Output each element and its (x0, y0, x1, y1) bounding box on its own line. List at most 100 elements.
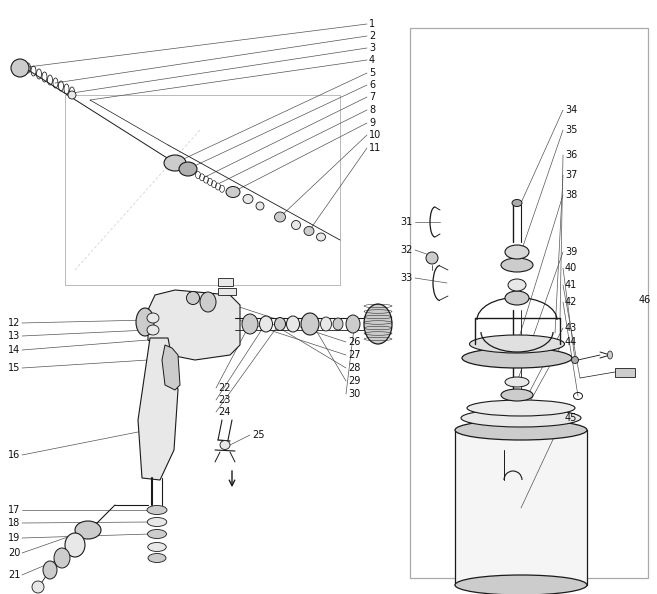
Text: 39: 39 (565, 247, 578, 257)
Ellipse shape (608, 351, 612, 359)
Ellipse shape (43, 561, 57, 579)
Ellipse shape (164, 155, 186, 171)
Text: 17: 17 (8, 505, 20, 515)
Ellipse shape (505, 291, 529, 305)
Text: 1: 1 (369, 19, 375, 29)
Text: 19: 19 (8, 533, 20, 543)
Text: 24: 24 (218, 407, 231, 417)
Text: 14: 14 (8, 345, 20, 355)
Text: 42: 42 (565, 297, 578, 307)
Bar (455, 430, 587, 585)
Text: 31: 31 (401, 217, 413, 227)
Text: 25: 25 (252, 430, 265, 440)
Ellipse shape (304, 226, 314, 235)
Ellipse shape (226, 187, 240, 197)
Ellipse shape (317, 233, 325, 241)
Text: 35: 35 (565, 125, 578, 135)
Ellipse shape (200, 292, 216, 312)
Text: 27: 27 (348, 350, 361, 360)
Ellipse shape (260, 316, 273, 332)
Text: 46: 46 (639, 295, 651, 305)
Text: 3: 3 (369, 43, 375, 53)
Ellipse shape (148, 529, 166, 539)
Ellipse shape (68, 91, 76, 99)
Ellipse shape (243, 194, 253, 204)
Ellipse shape (147, 325, 159, 335)
Text: 44: 44 (565, 337, 578, 347)
Ellipse shape (462, 348, 572, 368)
Ellipse shape (147, 313, 159, 323)
Text: 2: 2 (369, 31, 375, 41)
Text: 4: 4 (369, 55, 375, 65)
Text: 6: 6 (369, 80, 375, 90)
Text: 15: 15 (8, 363, 20, 373)
Ellipse shape (242, 314, 258, 334)
Text: 22: 22 (218, 383, 231, 393)
Ellipse shape (187, 292, 200, 305)
Ellipse shape (505, 377, 529, 387)
Bar (218, 288, 236, 295)
Ellipse shape (455, 575, 587, 594)
Bar (218, 278, 233, 286)
Text: 18: 18 (8, 518, 20, 528)
Ellipse shape (75, 521, 101, 539)
Ellipse shape (455, 420, 587, 440)
Text: 21: 21 (8, 570, 20, 580)
Ellipse shape (333, 318, 343, 330)
Ellipse shape (346, 315, 360, 333)
Text: 5: 5 (369, 68, 375, 78)
Ellipse shape (136, 308, 154, 336)
Text: 23: 23 (218, 395, 231, 405)
Ellipse shape (65, 533, 85, 557)
Ellipse shape (292, 220, 300, 229)
Text: 40: 40 (565, 263, 578, 273)
Text: 10: 10 (369, 130, 381, 140)
Ellipse shape (364, 304, 392, 344)
Polygon shape (138, 338, 178, 480)
Ellipse shape (220, 441, 230, 450)
Ellipse shape (501, 258, 533, 272)
Text: 32: 32 (401, 245, 413, 255)
Ellipse shape (147, 505, 167, 514)
Ellipse shape (501, 389, 533, 401)
Ellipse shape (572, 356, 579, 364)
Ellipse shape (470, 335, 564, 353)
Text: 28: 28 (348, 363, 361, 373)
Polygon shape (148, 290, 240, 360)
Text: 8: 8 (369, 105, 375, 115)
Text: 36: 36 (565, 150, 578, 160)
Ellipse shape (512, 200, 522, 207)
Ellipse shape (467, 400, 575, 416)
Ellipse shape (321, 317, 332, 331)
Ellipse shape (179, 162, 197, 176)
Text: 9: 9 (369, 118, 375, 128)
Ellipse shape (11, 59, 29, 77)
Text: 34: 34 (565, 105, 578, 115)
Text: 13: 13 (8, 331, 20, 341)
Text: 11: 11 (369, 143, 381, 153)
Ellipse shape (461, 409, 581, 427)
Text: 12: 12 (8, 318, 20, 328)
Text: 7: 7 (369, 92, 375, 102)
Text: 30: 30 (348, 389, 360, 399)
Ellipse shape (505, 245, 529, 259)
Text: 20: 20 (8, 548, 20, 558)
Text: 33: 33 (401, 273, 413, 283)
Bar (65, 95, 340, 285)
Text: 43: 43 (565, 323, 578, 333)
Ellipse shape (147, 517, 167, 526)
Text: 29: 29 (348, 376, 361, 386)
Ellipse shape (275, 318, 286, 330)
Ellipse shape (148, 554, 166, 563)
Text: 16: 16 (8, 450, 20, 460)
Text: 41: 41 (565, 280, 578, 290)
Bar (615, 368, 635, 377)
Text: 38: 38 (565, 190, 578, 200)
Polygon shape (162, 345, 180, 390)
Ellipse shape (275, 212, 286, 222)
Text: 45: 45 (565, 413, 578, 423)
Text: 26: 26 (348, 337, 361, 347)
Ellipse shape (508, 279, 526, 291)
Ellipse shape (148, 542, 166, 551)
Text: 37: 37 (565, 170, 578, 180)
